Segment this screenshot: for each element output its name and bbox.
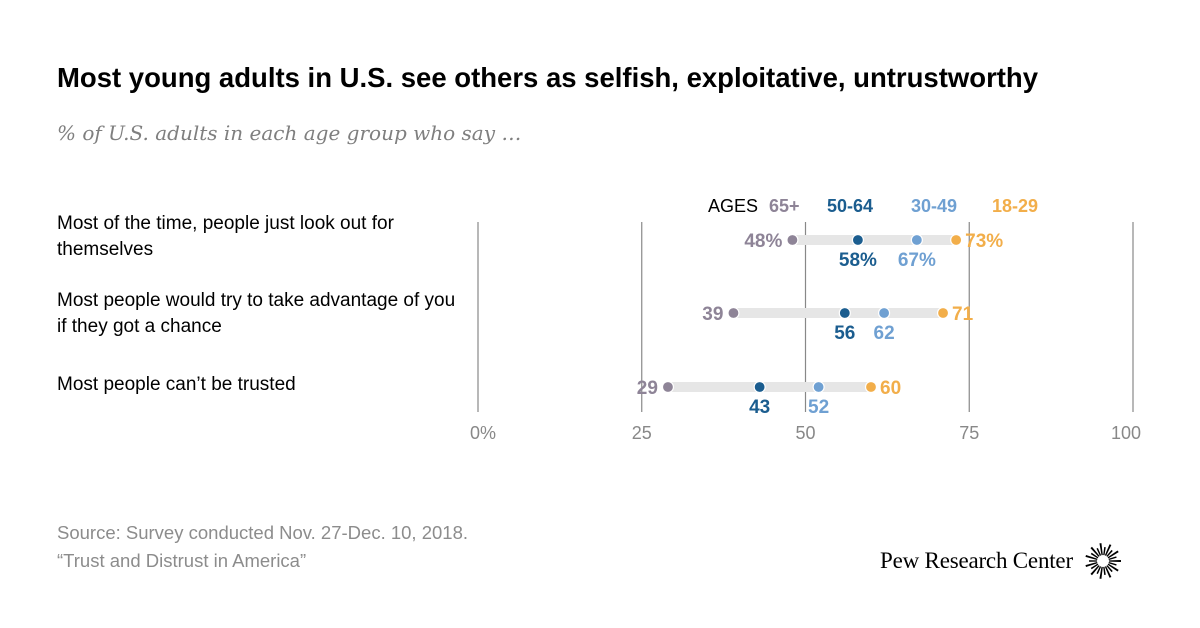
logo-ray: [1090, 563, 1099, 570]
data-label-50-64: 43: [749, 397, 770, 418]
logo-ray: [1107, 563, 1119, 572]
x-tick-label: 75: [959, 423, 979, 443]
report-title: “Trust and Distrust in America”: [57, 550, 307, 571]
logo-ray: [1090, 552, 1099, 559]
dot-50-64: [851, 233, 865, 247]
row-label-take-advantage: Most people would try to take advantage …: [57, 290, 456, 337]
data-label-18-29: 60: [880, 378, 901, 399]
logo-ray: [1088, 560, 1097, 562]
logo-ray: [1096, 566, 1102, 575]
legend-item-65+: 65+: [769, 196, 800, 216]
logo-ray: [1104, 566, 1112, 578]
brand: Pew Research Center: [880, 541, 1123, 581]
data-label-30-49: 67%: [898, 250, 936, 271]
source-line: Source: Survey conducted Nov. 27-Dec. 10…: [57, 522, 469, 543]
logo-ray: [1085, 562, 1098, 568]
chart-subtitle: % of U.S. adults in each age group who s…: [57, 121, 522, 145]
logo-ray: [1106, 565, 1113, 573]
legend-prefix: AGES: [708, 196, 758, 216]
dot-30-49: [910, 233, 923, 247]
x-tick-label: 0%: [470, 423, 496, 443]
dot-18-29: [864, 380, 878, 394]
dot-65+: [786, 233, 799, 247]
logo-ray: [1090, 546, 1100, 557]
logo-ray: [1096, 547, 1102, 556]
data-label-30-49: 52: [808, 397, 829, 418]
data-label-50-64: 56: [834, 323, 855, 344]
x-tick-label: 100: [1111, 423, 1141, 443]
dot-50-64: [753, 380, 766, 394]
dot-18-29: [950, 233, 963, 247]
logo-ray: [1103, 566, 1106, 575]
dot-65+: [661, 380, 675, 394]
logo-ray: [1108, 560, 1121, 562]
logo-ray: [1107, 550, 1119, 559]
logo-ray: [1099, 543, 1103, 556]
data-label-65+: 29: [637, 378, 658, 399]
data-label-65+: 48%: [744, 231, 782, 252]
dot-18-29: [936, 306, 950, 320]
logo-ray: [1099, 566, 1103, 579]
logo-ray: [1085, 554, 1098, 560]
logo-ray: [1106, 549, 1113, 557]
data-label-18-29: 71: [952, 304, 974, 325]
data-label-65+: 39: [702, 304, 723, 325]
data-label-50-64: 58%: [839, 250, 877, 271]
logo-ray: [1104, 544, 1112, 556]
dot-50-64: [838, 306, 851, 320]
row-label-look-out: Most of the time, people just look out f…: [57, 213, 394, 260]
row-label-cant-be-trusted: Most people can’t be trusted: [57, 374, 296, 395]
legend-item-50-64: 50-64: [827, 196, 873, 216]
dot-65+: [727, 306, 740, 320]
dot-30-49: [877, 306, 891, 320]
chart-title: Most young adults in U.S. see others as …: [57, 62, 1039, 93]
logo-ray: [1090, 565, 1100, 576]
data-label-30-49: 62: [874, 323, 895, 344]
legend-item-18-29: 18-29: [992, 196, 1038, 216]
dot-30-49: [812, 380, 825, 394]
logo-ray: [1103, 547, 1106, 556]
legend-item-30-49: 30-49: [911, 196, 957, 216]
x-tick-label: 50: [795, 423, 815, 443]
x-tick-label: 25: [632, 423, 652, 443]
logo-ray: [1108, 556, 1117, 560]
brand-name: Pew Research Center: [880, 548, 1073, 573]
pew-sunburst-logo-icon: [1085, 543, 1121, 579]
data-label-18-29: 73%: [965, 231, 1003, 252]
logo-ray: [1108, 562, 1117, 566]
source-note: Source: Survey conducted Nov. 27-Dec. 10…: [57, 519, 468, 575]
